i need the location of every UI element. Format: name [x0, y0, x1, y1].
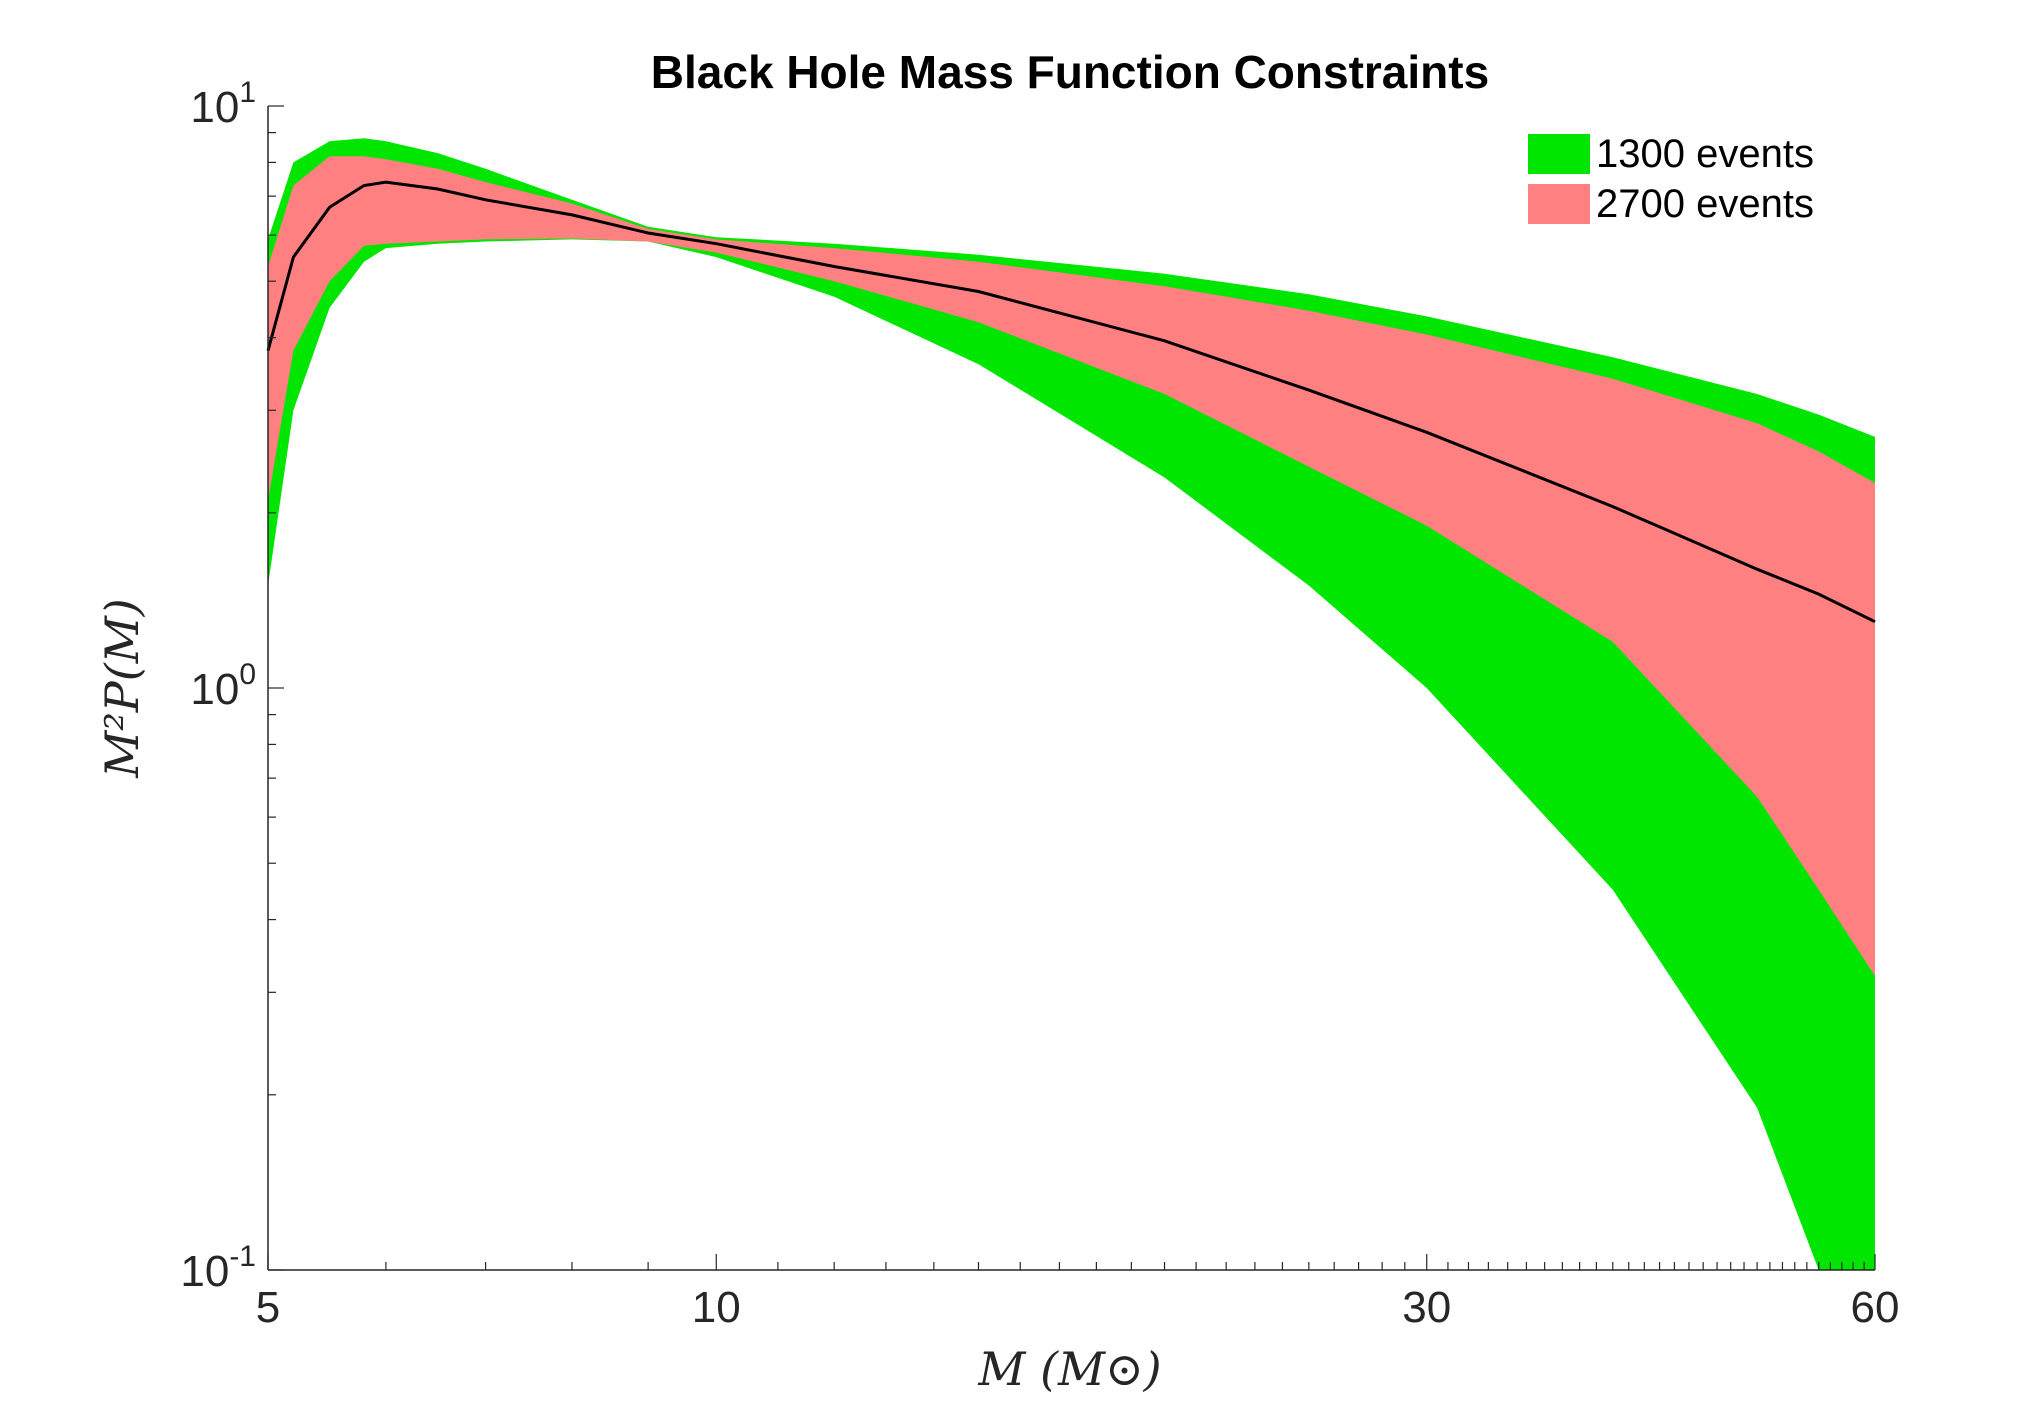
x-ticks: 5 10 30 60	[256, 1254, 1900, 1332]
x-tick-label: 30	[1402, 1283, 1451, 1332]
x-axis-label: M (M⊙)	[977, 1342, 1161, 1396]
x-tick-label: 5	[256, 1283, 280, 1332]
band-2700-events	[268, 156, 1875, 976]
legend-swatch-1300-events	[1528, 134, 1590, 174]
legend: 1300 events 2700 events	[1528, 132, 1814, 226]
legend-swatch-2700-events	[1528, 184, 1590, 224]
median-line	[266, 180, 1876, 624]
x-tick-label: 60	[1851, 1283, 1900, 1332]
chart-title: Black Hole Mass Function Constraints	[651, 46, 1489, 98]
confidence-bands	[268, 138, 1875, 1270]
y-tick-label: 100	[190, 658, 256, 714]
y-ticks: 10-1 100 101	[180, 76, 284, 1296]
legend-label-2700-events: 2700 events	[1596, 182, 1814, 226]
y-tick-label: 10-1	[180, 1240, 256, 1296]
median-line-group	[266, 180, 1876, 624]
y-axis-label: M²P(M)	[95, 598, 149, 779]
x-tick-label: 10	[692, 1283, 741, 1332]
legend-label-1300-events: 1300 events	[1596, 132, 1814, 176]
y-tick-label: 101	[190, 76, 256, 132]
